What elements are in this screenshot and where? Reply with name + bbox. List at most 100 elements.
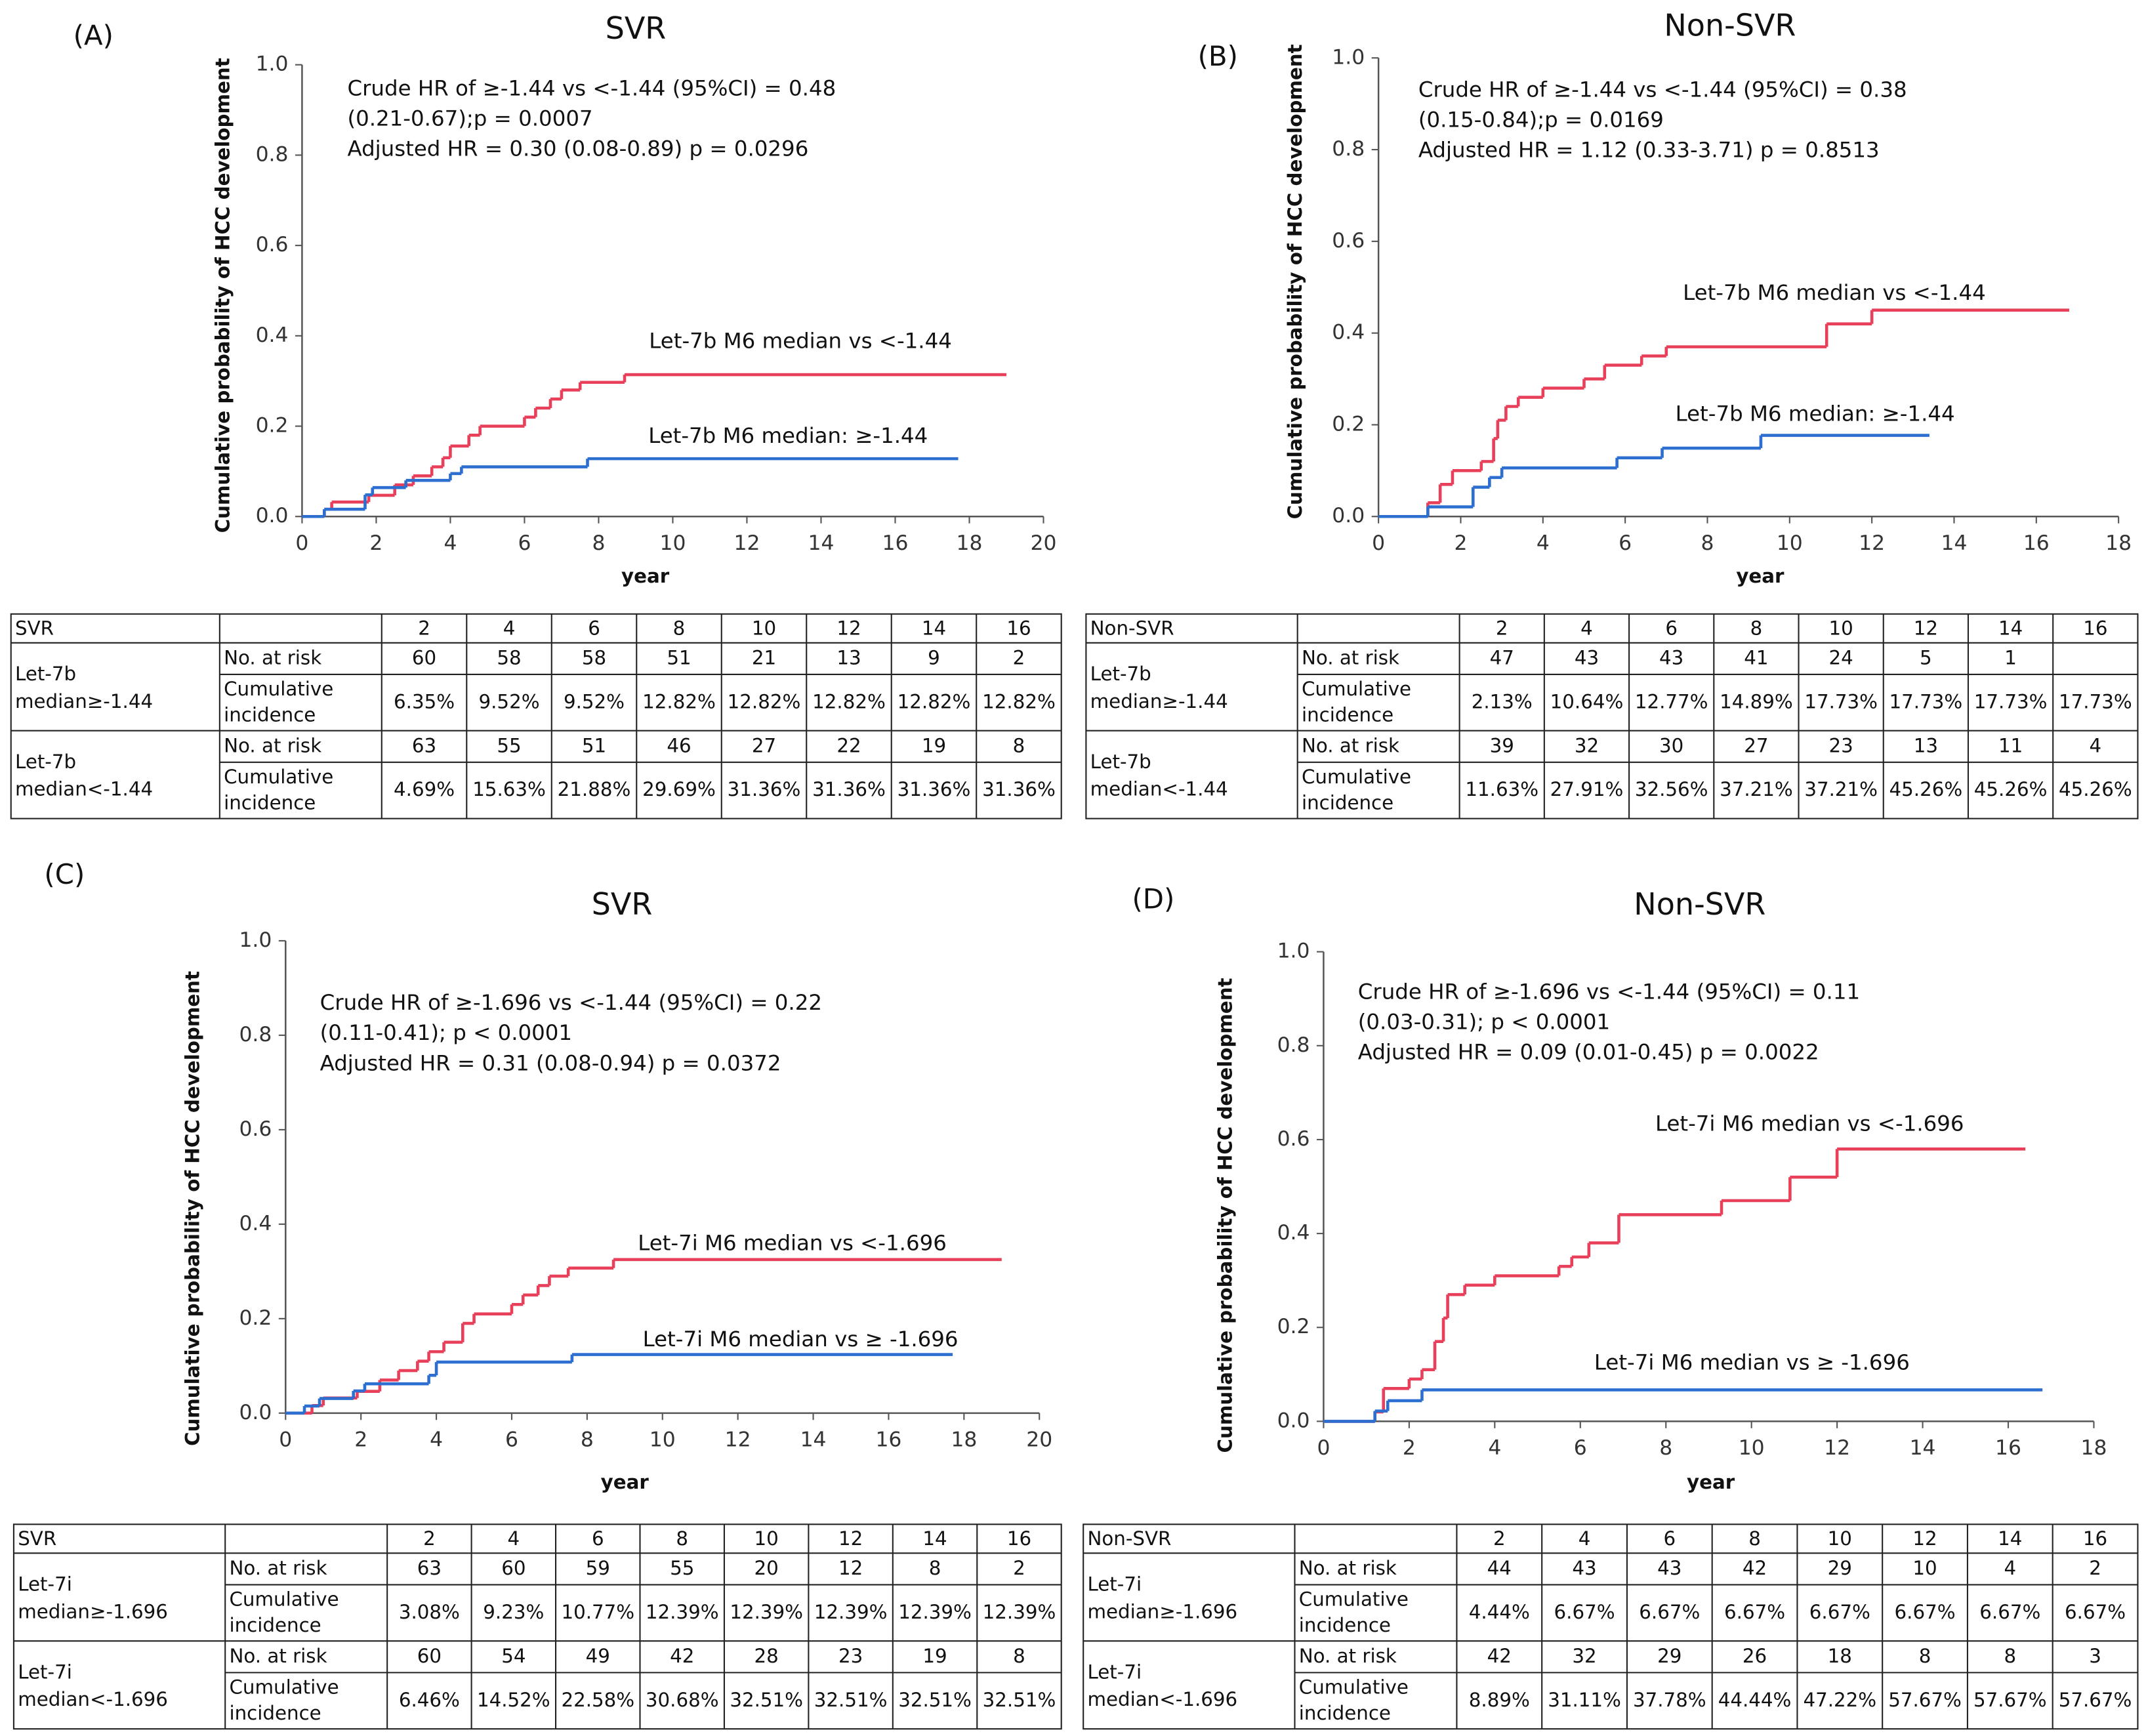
- x-tick-label: 0: [1317, 1436, 1330, 1460]
- table-border: [1085, 613, 2139, 819]
- table-cell: 51: [582, 734, 606, 756]
- table-cell: 37.21%: [1720, 778, 1793, 800]
- x-tick-label: 10: [659, 531, 686, 555]
- table-border: [10, 613, 1062, 819]
- x-tick-label: 12: [1859, 531, 1885, 555]
- curve-label: Let-7i M6 median vs ≥ -1.696: [643, 1327, 959, 1352]
- table-cell: 4.44%: [1469, 1601, 1530, 1623]
- x-tick-label: 16: [1995, 1436, 2021, 1460]
- y-axis-label: Cumulative probability of HCC developmen…: [212, 58, 234, 533]
- y-tick-label: 0.8: [1277, 1033, 1310, 1057]
- panel-label: (A): [73, 19, 113, 51]
- y-tick-label: 0.4: [1332, 321, 1365, 344]
- table-cell: 30: [1659, 734, 1683, 756]
- table-cell: 13: [836, 646, 861, 669]
- group-name: Let-7b median<-1.44: [15, 750, 153, 800]
- row-label: No. at risk: [1299, 1557, 1397, 1579]
- table-cell: 54: [501, 1645, 526, 1667]
- table-cell: 47: [1490, 646, 1514, 669]
- x-tick-label: 10: [1777, 531, 1803, 555]
- x-tick-label: 16: [882, 531, 909, 555]
- table-cell: 43: [1657, 1557, 1682, 1579]
- table-cell: 2.13%: [1472, 690, 1533, 713]
- table-cell: 49: [586, 1645, 610, 1667]
- table-cell: 4.69%: [394, 778, 455, 800]
- y-tick-label: 0.4: [239, 1212, 272, 1235]
- table-cell: 11.63%: [1465, 778, 1538, 800]
- table-cell: 6.67%: [1979, 1601, 2040, 1623]
- x-tick-label: 6: [505, 1428, 518, 1452]
- table-cell: 42: [1487, 1645, 1512, 1667]
- table-cell: 12.39%: [898, 1601, 972, 1623]
- table-cell: 19: [922, 734, 946, 756]
- table-cell: 46: [667, 734, 691, 756]
- y-tick-label: 1.0: [239, 928, 272, 952]
- time-header: 6: [1665, 617, 1678, 639]
- y-tick-label: 0.0: [256, 504, 289, 527]
- table-cell: 58: [497, 646, 521, 669]
- table-cell: 27: [1744, 734, 1768, 756]
- table-border: [12, 1523, 1062, 1730]
- y-tick-label: 0.0: [239, 1401, 272, 1424]
- panel-label: (C): [44, 858, 85, 890]
- y-tick-label: 0.6: [1277, 1127, 1310, 1151]
- panel-label: (B): [1198, 40, 1238, 72]
- time-header: 12: [836, 617, 861, 639]
- time-header: 4: [1580, 617, 1593, 639]
- x-tick-label: 4: [1488, 1436, 1501, 1460]
- row-label: Cumulative incidence: [1299, 1588, 1409, 1636]
- table-cell: 32.51%: [898, 1689, 972, 1711]
- time-header: 16: [2083, 617, 2107, 639]
- table-border: [1083, 1523, 2139, 1730]
- curve-label: Let-7i M6 median vs <-1.696: [1655, 1111, 1964, 1136]
- x-tick-label: 14: [808, 531, 835, 555]
- time-header: 16: [1007, 1527, 1031, 1550]
- table-cell: 8: [1013, 734, 1025, 756]
- time-header: 8: [676, 1527, 688, 1550]
- x-axis-label: year: [1736, 565, 1785, 587]
- table-cell: 60: [412, 646, 436, 669]
- table-cell: 27: [752, 734, 776, 756]
- y-axis-label: Cumulative probability of HCC developmen…: [182, 971, 204, 1446]
- table-cell: 23: [838, 1645, 863, 1667]
- curve-label: Let-7b M6 median vs <-1.44: [649, 328, 952, 353]
- table-cell: 55: [497, 734, 521, 756]
- table-cell: 44: [1487, 1557, 1512, 1579]
- x-tick-label: 18: [957, 531, 983, 555]
- x-tick-label: 12: [1824, 1436, 1850, 1460]
- km-curve: [302, 373, 1007, 518]
- table-cell: 2: [2089, 1557, 2101, 1579]
- table-cell: 4: [2090, 734, 2102, 756]
- row-label: Cumulative incidence: [1302, 677, 1411, 726]
- chart-title: Non-SVR: [1664, 8, 1796, 43]
- annotation: Adjusted HR = 0.30 (0.08-0.89) p = 0.029…: [347, 136, 808, 161]
- table-cell: 6.67%: [1554, 1601, 1615, 1623]
- x-axis-label: year: [1687, 1471, 1735, 1493]
- table-cell: 29.69%: [642, 778, 716, 800]
- table-cell: 32.51%: [730, 1689, 803, 1711]
- table-cell: 63: [417, 1557, 442, 1579]
- x-tick-label: 18: [2081, 1436, 2107, 1460]
- y-tick-label: 0.6: [239, 1117, 272, 1141]
- table-cell: 31.36%: [898, 778, 971, 800]
- curve-label: Let-7b M6 median: ≥-1.44: [1676, 401, 1955, 426]
- x-tick-label: 8: [1701, 531, 1714, 555]
- table-cell: 12: [838, 1557, 863, 1579]
- x-tick-label: 0: [1372, 531, 1385, 555]
- x-tick-label: 16: [2023, 531, 2050, 555]
- y-axis-label: Cumulative probability of HCC developmen…: [1214, 978, 1236, 1453]
- time-header: 12: [838, 1527, 863, 1550]
- time-header: 6: [588, 617, 600, 639]
- annotation: (0.11-0.41); p < 0.0001: [320, 1020, 572, 1045]
- table-cell: 3: [2089, 1645, 2101, 1667]
- table-cell: 55: [670, 1557, 694, 1579]
- table-cell: 13: [1914, 734, 1938, 756]
- table-cell: 5: [1920, 646, 1932, 669]
- table-cell: 51: [667, 646, 691, 669]
- km-curve: [1323, 1147, 2026, 1423]
- table-cell: 20: [754, 1557, 779, 1579]
- table-cell: 31.11%: [1548, 1689, 1621, 1711]
- table-cell: 59: [586, 1557, 610, 1579]
- row-label: Cumulative incidence: [224, 677, 333, 726]
- table-cell: 39: [1490, 734, 1514, 756]
